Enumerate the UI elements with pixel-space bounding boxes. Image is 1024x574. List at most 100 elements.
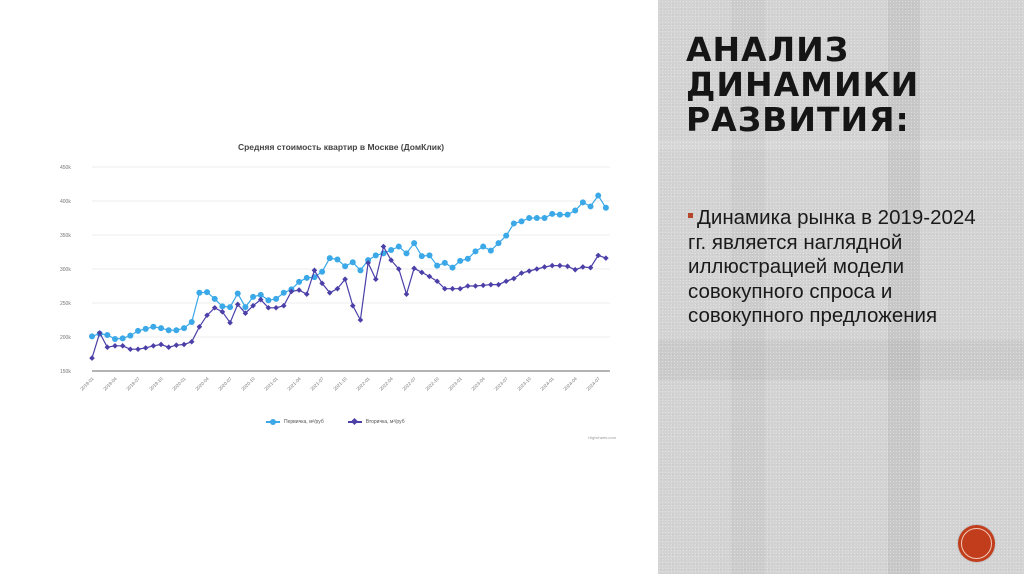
data-point-marker[interactable] <box>257 296 264 303</box>
data-point-marker[interactable] <box>342 263 349 270</box>
data-point-marker[interactable] <box>188 319 195 326</box>
data-point-marker[interactable] <box>319 280 325 287</box>
data-point-marker[interactable] <box>204 289 211 296</box>
data-point-marker[interactable] <box>303 274 310 281</box>
data-point-marker[interactable] <box>457 285 463 292</box>
data-point-marker[interactable] <box>181 341 187 348</box>
data-point-marker[interactable] <box>211 304 218 311</box>
data-point-marker[interactable] <box>411 240 418 247</box>
data-point-marker[interactable] <box>595 192 602 199</box>
data-point-marker[interactable] <box>319 268 326 275</box>
data-point-marker[interactable] <box>503 278 509 285</box>
data-point-marker[interactable] <box>96 330 103 336</box>
legend-item-primary[interactable]: Первичка, м²/руб <box>266 419 324 425</box>
data-point-marker[interactable] <box>503 232 510 239</box>
data-point-marker[interactable] <box>280 302 287 309</box>
data-point-marker[interactable] <box>196 324 203 330</box>
data-point-marker[interactable] <box>288 288 295 295</box>
legend-item-secondary[interactable]: Вторичка, м²/руб <box>347 417 405 426</box>
data-point-marker[interactable] <box>518 218 525 225</box>
data-point-marker[interactable] <box>587 264 594 271</box>
data-point-marker[interactable] <box>219 309 226 315</box>
data-point-marker[interactable] <box>488 281 494 288</box>
data-point-marker[interactable] <box>250 302 256 309</box>
data-point-marker[interactable] <box>104 344 111 350</box>
data-point-marker[interactable] <box>510 220 517 227</box>
chart-credit[interactable]: Highcharts.com <box>588 435 616 440</box>
data-point-marker[interactable] <box>112 336 119 343</box>
data-point-marker[interactable] <box>242 310 249 316</box>
data-point-marker[interactable] <box>280 289 287 296</box>
data-point-marker[interactable] <box>602 204 609 211</box>
data-point-marker[interactable] <box>173 327 180 334</box>
data-point-marker[interactable] <box>480 282 486 289</box>
data-point-marker[interactable] <box>526 215 533 221</box>
data-point-marker[interactable] <box>349 259 356 266</box>
data-point-marker[interactable] <box>541 215 548 221</box>
data-point-marker[interactable] <box>472 248 479 255</box>
data-point-marker[interactable] <box>418 253 425 260</box>
data-point-marker[interactable] <box>441 259 448 266</box>
data-point-marker[interactable] <box>158 325 165 332</box>
data-point-marker[interactable] <box>311 267 318 274</box>
data-point-marker[interactable] <box>457 257 464 264</box>
data-point-marker[interactable] <box>265 304 272 311</box>
data-point-marker[interactable] <box>518 270 525 276</box>
data-point-marker[interactable] <box>296 287 302 293</box>
data-point-marker[interactable] <box>419 269 425 276</box>
data-point-marker[interactable] <box>388 246 395 253</box>
data-point-marker[interactable] <box>403 291 410 297</box>
data-point-marker[interactable] <box>135 327 142 334</box>
data-point-marker[interactable] <box>526 268 532 274</box>
data-point-marker[interactable] <box>188 338 195 345</box>
data-point-marker[interactable] <box>426 252 433 259</box>
data-point-marker[interactable] <box>579 199 586 206</box>
data-point-marker[interactable] <box>580 264 586 270</box>
data-point-marker[interactable] <box>250 293 257 300</box>
data-point-marker[interactable] <box>273 295 280 302</box>
data-point-marker[interactable] <box>349 302 356 309</box>
data-point-marker[interactable] <box>426 273 433 280</box>
data-point-marker[interactable] <box>227 304 234 311</box>
data-point-marker[interactable] <box>265 297 272 304</box>
data-point-marker[interactable] <box>234 290 241 297</box>
data-point-marker[interactable] <box>564 263 571 270</box>
data-point-marker[interactable] <box>395 243 402 250</box>
slide-nav-button[interactable] <box>958 525 995 562</box>
data-point-marker[interactable] <box>449 264 456 271</box>
data-point-marker[interactable] <box>380 243 387 250</box>
data-point-marker[interactable] <box>196 289 203 296</box>
data-point-marker[interactable] <box>549 210 556 217</box>
data-point-marker[interactable] <box>556 211 563 218</box>
data-point-marker[interactable] <box>495 281 502 288</box>
data-point-marker[interactable] <box>372 276 379 282</box>
data-point-marker[interactable] <box>242 304 249 311</box>
data-point-marker[interactable] <box>465 283 471 289</box>
data-point-marker[interactable] <box>127 332 134 339</box>
data-point-marker[interactable] <box>158 341 164 348</box>
data-point-marker[interactable] <box>303 291 310 297</box>
data-point-marker[interactable] <box>534 266 540 272</box>
data-point-marker[interactable] <box>480 243 487 250</box>
data-point-marker[interactable] <box>572 207 579 214</box>
data-point-marker[interactable] <box>257 291 264 298</box>
data-point-marker[interactable] <box>127 346 134 353</box>
data-point-marker[interactable] <box>273 304 279 311</box>
data-point-marker[interactable] <box>603 255 609 261</box>
data-point-marker[interactable] <box>219 303 226 310</box>
data-point-marker[interactable] <box>142 345 149 351</box>
data-point-marker[interactable] <box>564 211 571 218</box>
data-point-marker[interactable] <box>211 295 218 302</box>
data-point-marker[interactable] <box>181 325 188 332</box>
data-point-marker[interactable] <box>396 266 402 272</box>
data-point-marker[interactable] <box>464 255 471 262</box>
data-point-marker[interactable] <box>89 333 95 340</box>
data-point-marker[interactable] <box>334 256 341 263</box>
data-point-marker[interactable] <box>442 285 448 292</box>
data-point-marker[interactable] <box>119 335 126 342</box>
data-point-marker[interactable] <box>204 312 210 319</box>
data-point-marker[interactable] <box>165 327 172 334</box>
data-point-marker[interactable] <box>89 355 95 361</box>
data-point-marker[interactable] <box>434 262 441 269</box>
data-point-marker[interactable] <box>142 325 149 332</box>
